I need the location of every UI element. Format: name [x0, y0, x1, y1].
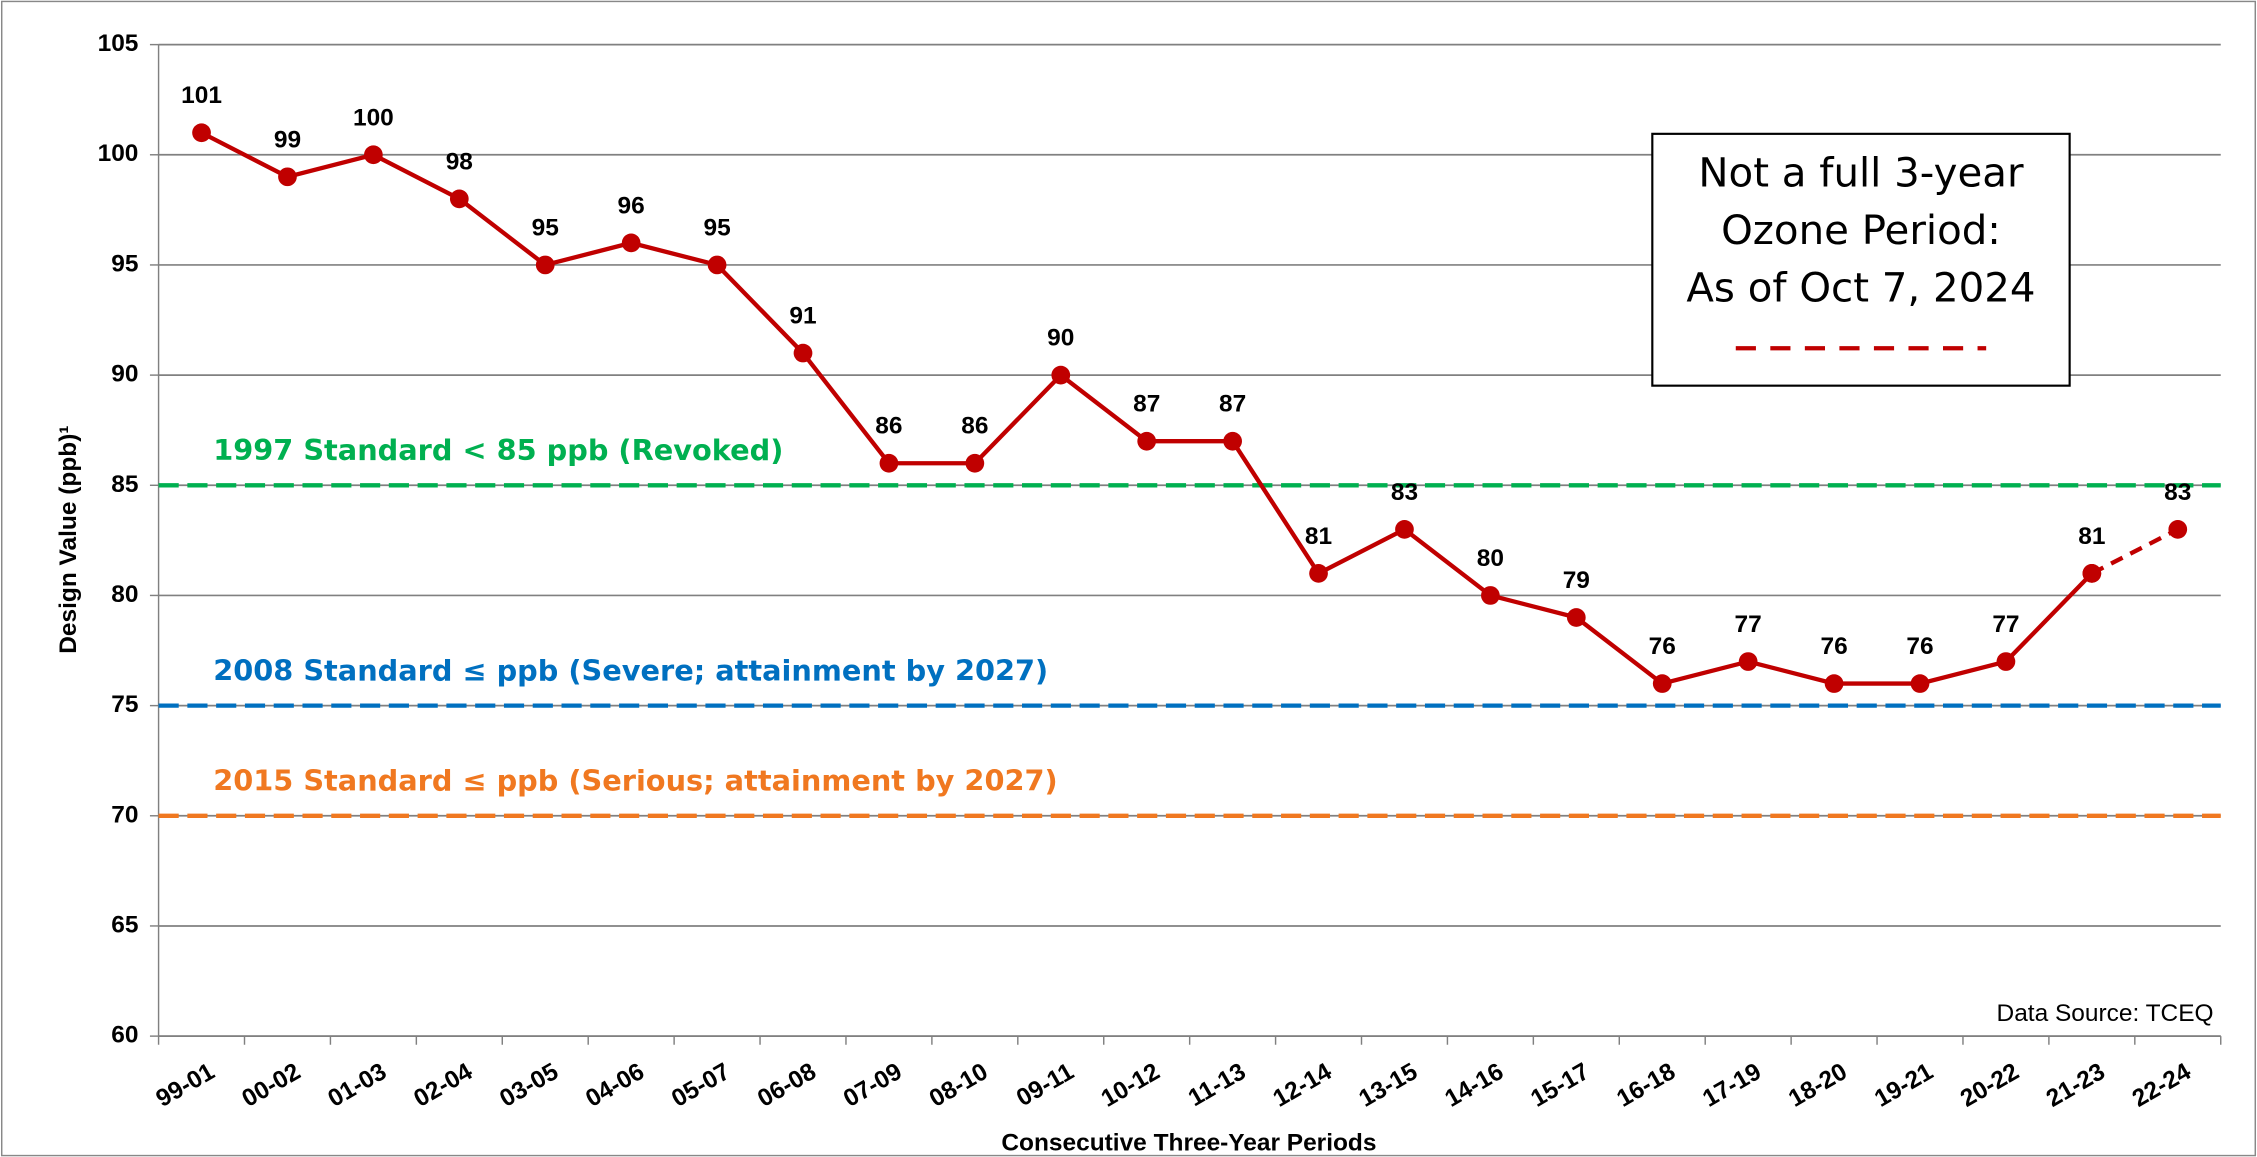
data-point: [1652, 674, 1672, 693]
data-point: [2168, 519, 2188, 539]
data-point: [192, 123, 211, 143]
value-label: 98: [446, 148, 473, 175]
legend-text: As of Oct 7, 2024: [1686, 265, 2035, 312]
y-axis-label: Design Value (ppb)¹: [55, 426, 82, 654]
data-point: [1395, 519, 1414, 539]
value-label: 91: [789, 303, 816, 330]
y-tick-label: 65: [111, 911, 138, 938]
legend-text: Not a full 3-year: [1698, 150, 2024, 197]
value-label: 99: [274, 126, 301, 153]
data-point: [2082, 564, 2102, 583]
value-label: 87: [1219, 391, 1246, 418]
value-label: 76: [1820, 633, 1847, 660]
data-point: [1910, 674, 1930, 693]
value-label: 96: [618, 192, 645, 219]
data-point: [1824, 674, 1844, 693]
data-point: [278, 167, 297, 187]
data-point: [793, 343, 813, 363]
y-tick-label: 105: [98, 30, 139, 57]
data-point: [535, 255, 555, 275]
value-label: 83: [1391, 479, 1418, 506]
data-point: [449, 189, 469, 209]
value-label: 87: [1133, 391, 1160, 418]
value-label: 77: [1992, 611, 2019, 638]
value-label: 76: [1649, 633, 1676, 660]
series-line: [2090, 527, 2179, 576]
value-label: 101: [181, 82, 222, 109]
data-point: [1738, 652, 1758, 671]
legend-box: [1651, 132, 2071, 387]
data-point: [879, 453, 899, 473]
value-label: 79: [1563, 567, 1590, 594]
value-label: 95: [703, 214, 730, 241]
y-tick-label: 75: [111, 691, 138, 718]
value-label: 83: [2164, 479, 2191, 506]
data-point: [1051, 365, 1071, 385]
y-tick-label: 80: [111, 581, 138, 608]
reference-label: 1997 Standard < 85 ppb (Revoked): [213, 433, 783, 467]
data-point: [1566, 608, 1586, 627]
x-axis-label: Consecutive Three-Year Periods: [1001, 1130, 1376, 1157]
y-tick-label: 100: [98, 140, 139, 167]
value-label: 81: [1305, 523, 1332, 550]
value-label: 81: [2078, 523, 2105, 550]
data-point: [621, 233, 641, 253]
y-tick-label: 60: [111, 1022, 138, 1049]
data-point: [1309, 564, 1328, 583]
value-label: 100: [353, 104, 394, 131]
value-label: 76: [1906, 633, 1933, 660]
y-tick-label: 95: [111, 250, 138, 277]
y-tick-label: 70: [111, 801, 138, 828]
legend-text: Ozone Period:: [1721, 207, 2001, 254]
reference-label: 2015 Standard ≤ ppb (Serious; attainment…: [213, 764, 1057, 798]
data-point: [1481, 586, 1500, 605]
annotation: Data Source: TCEQ: [1997, 1000, 2214, 1027]
reference-label: 2008 Standard ≤ ppb (Severe; attainment …: [213, 654, 1048, 688]
value-label: 80: [1477, 545, 1504, 572]
value-label: 77: [1735, 611, 1762, 638]
data-point: [707, 255, 727, 275]
y-tick-label: 85: [111, 471, 138, 498]
data-point: [965, 453, 985, 473]
data-point: [1137, 431, 1157, 451]
data-point: [364, 145, 383, 165]
value-label: 86: [961, 413, 988, 440]
y-tick-label: 90: [111, 361, 138, 388]
value-label: 86: [875, 413, 902, 440]
value-label: 95: [532, 214, 559, 241]
data-point: [1996, 652, 2016, 671]
value-label: 90: [1047, 325, 1074, 352]
data-point: [1223, 431, 1242, 451]
